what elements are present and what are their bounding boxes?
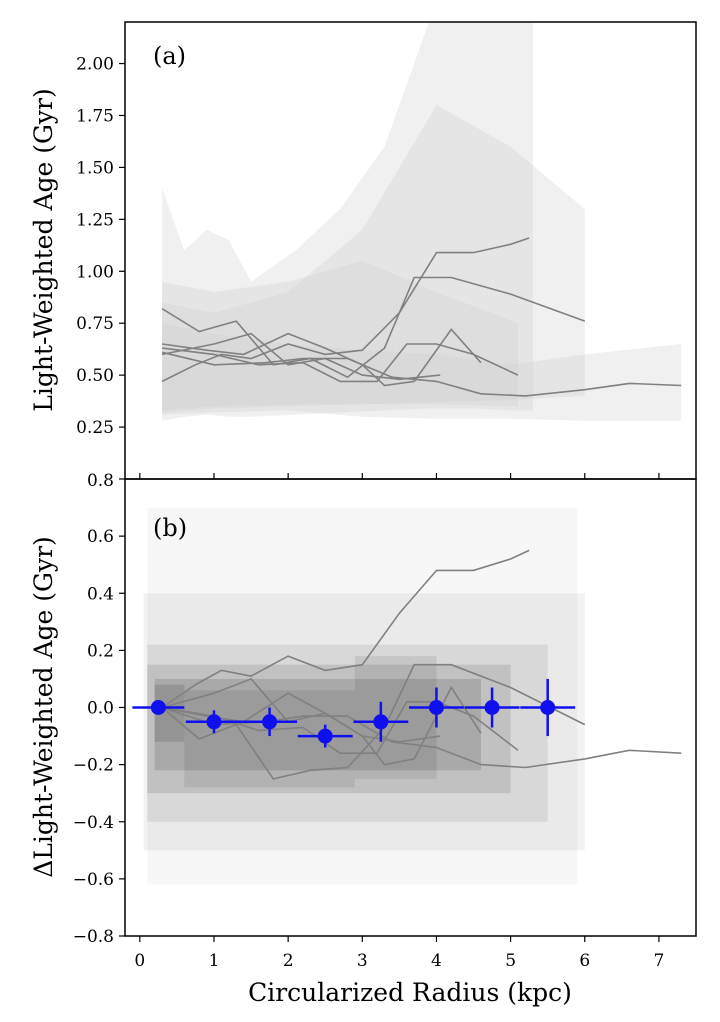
binned-point xyxy=(540,700,556,715)
panel-b-shade-7 xyxy=(354,656,437,779)
panel-a-galaxy-profiles xyxy=(161,237,682,397)
panel-a-line-galaxy-2 xyxy=(161,276,586,379)
panel-a-y-axis-label: Light-Weighted Age (Gyr) xyxy=(29,88,58,412)
panel-a-line-galaxy-5 xyxy=(161,328,482,387)
panel-a-ytick-label: 1.50 xyxy=(76,158,114,178)
panel-b-xtick-label: 7 xyxy=(654,951,665,971)
panel-a-y-ticks: 0.25 0.50 0.75 1.00 1.25 1.50 1.75 2.00 xyxy=(76,55,660,479)
panel-b-ytick-label: 0.4 xyxy=(87,584,114,604)
panel-a-line-galaxy-1 xyxy=(161,237,530,383)
panel-b-ytick-label: 0.2 xyxy=(87,641,114,661)
panel-b-x-ticks: 0 1 2 3 4 5 6 7 xyxy=(134,936,664,971)
panel-a-ytick-label: 0.75 xyxy=(76,314,114,334)
binned-point xyxy=(150,700,166,715)
panel-b-xtick-label: 3 xyxy=(357,951,368,971)
panel-b-y-axis-label: ΔLight-Weighted Age (Gyr) xyxy=(29,536,58,878)
panel-a-bottom-tick-label: 0.8 xyxy=(87,471,114,491)
panel-a-ytick-label: 0.50 xyxy=(76,366,114,386)
panel-a-line-galaxy-4 xyxy=(161,351,682,397)
panel-a-ytick-label: 1.25 xyxy=(76,210,114,230)
panel-b-xtick-label: 4 xyxy=(431,951,442,971)
x-axis-label: Circularized Radius (kpc) xyxy=(248,978,572,1007)
panel-a-line-galaxy-6 xyxy=(161,332,441,381)
panel-a-band-1 xyxy=(162,22,533,421)
binned-point xyxy=(206,714,222,730)
panel-a-line-galaxy-3 xyxy=(162,343,519,383)
panel-b-y-ticks: −0.8 −0.6 −0.4 −0.2 0.0 0.2 0.4 0.6 xyxy=(73,478,125,947)
panel-b-line-galaxy-6 xyxy=(161,677,441,743)
binned-point xyxy=(484,700,500,715)
panel-a-band-4 xyxy=(162,260,518,411)
binned-point xyxy=(428,700,444,715)
panel-b-ytick-label: −0.8 xyxy=(73,927,114,947)
panel-b-ytick-label: 0.6 xyxy=(87,527,114,547)
binned-point xyxy=(373,714,389,730)
panel-b-xtick-label: 6 xyxy=(579,951,590,971)
panel-b-shade-8 xyxy=(147,508,577,885)
panel-a-ytick-label: 1.00 xyxy=(76,262,114,282)
panel-b-line-galaxy-1 xyxy=(161,549,530,709)
panel-a-ytick-label: 0.25 xyxy=(76,418,114,438)
binned-point xyxy=(262,714,278,730)
panel-b-ytick-label: 0.0 xyxy=(87,699,114,719)
binned-point xyxy=(317,728,333,744)
panel-a-label: (a) xyxy=(153,42,186,70)
panel-b-label: (b) xyxy=(153,514,187,542)
panel-a-uncertainty-bands xyxy=(162,22,682,421)
panel-b-ytick-label: −0.2 xyxy=(73,756,114,776)
panel-b-binned-points xyxy=(132,678,576,748)
panel-b-galaxy-profiles xyxy=(161,549,682,780)
panel-a-ytick-label: 1.75 xyxy=(76,106,114,126)
panel-b-density-shading xyxy=(143,508,585,885)
panel-b-ytick-label: −0.4 xyxy=(73,813,114,833)
panel-a: 0.25 0.50 0.75 1.00 1.25 1.50 1.75 2.00 (a) 0.8… xyxy=(29,21,697,491)
panel-b-line-galaxy-2 xyxy=(161,663,586,780)
panel-b-ytick-label: −0.6 xyxy=(73,870,114,890)
panel-b-xtick-label: 0 xyxy=(134,951,145,971)
panel-b: −0.8 −0.6 −0.4 −0.2 0.0 0.2 0.4 0.6 0 1 2 3 4 5 6 7 (b… xyxy=(29,478,697,971)
panel-a-band-2 xyxy=(162,105,585,413)
panel-b-shade-3 xyxy=(147,664,511,794)
panel-b-xtick-label: 2 xyxy=(283,951,294,971)
panel-b-xtick-label: 1 xyxy=(209,951,220,971)
panel-b-xtick-label: 5 xyxy=(505,951,516,971)
panel-a-ytick-label: 2.00 xyxy=(76,55,114,75)
